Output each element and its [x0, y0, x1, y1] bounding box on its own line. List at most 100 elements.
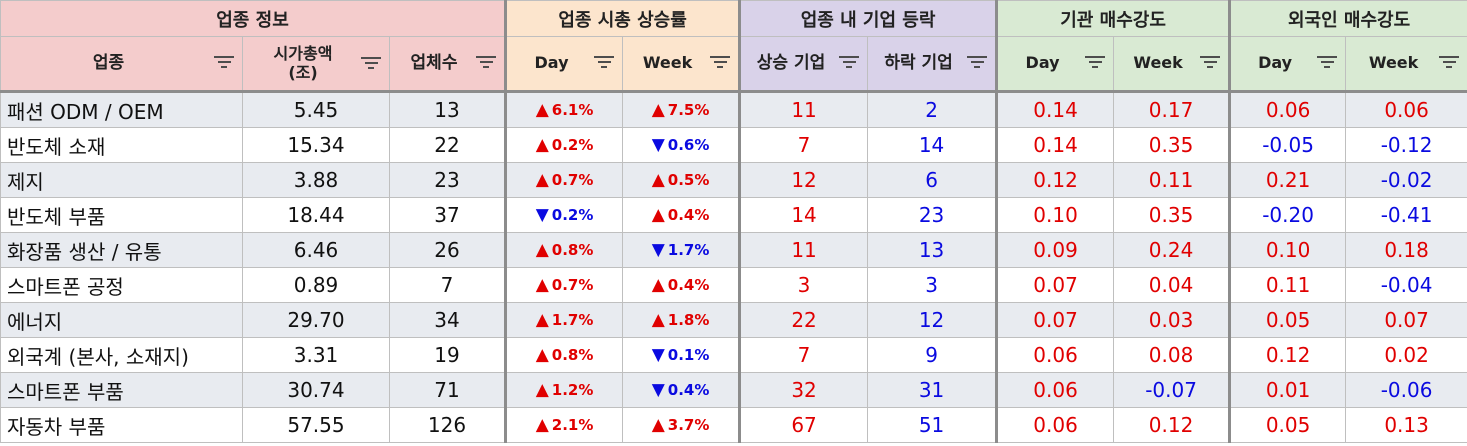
company-count-cell[interactable]: 34: [388, 302, 508, 338]
sector-name-cell[interactable]: 자동차 부품: [0, 407, 243, 443]
table-row[interactable]: 스마트폰 부품 30.74 71 ▲ 1.2% ▼ 0.4% 32 31 0.06 -0.07 0.0…: [0, 372, 1467, 408]
market-cap-cell[interactable]: 5.45: [242, 91, 390, 128]
foreign-day-cell[interactable]: 0.11: [1229, 267, 1347, 303]
table-row[interactable]: 에너지 29.70 34 ▲ 1.7% ▲ 1.8% 22 12 0.07 0.03 0.05 0.07: [0, 302, 1467, 338]
inst-week-cell[interactable]: 0.12: [1113, 407, 1232, 443]
filter-icon[interactable]: [839, 56, 860, 70]
market-cap-cell[interactable]: 3.88: [242, 162, 390, 198]
company-count-cell[interactable]: 22: [388, 127, 508, 163]
table-row[interactable]: 제지 3.88 23 ▲ 0.7% ▲ 0.5% 12 6 0.12 0.11 0.21 -0.02: [0, 162, 1467, 198]
sector-name-cell[interactable]: 반도체 소재: [0, 127, 243, 163]
company-count-cell[interactable]: 13: [388, 91, 508, 128]
cap-change-day-cell[interactable]: ▲ 1.7%: [505, 302, 624, 338]
foreign-week-cell[interactable]: -0.12: [1345, 127, 1467, 163]
filter-icon[interactable]: [594, 56, 615, 70]
inst-week-cell[interactable]: -0.07: [1113, 372, 1232, 408]
company-count-cell[interactable]: 126: [388, 407, 508, 443]
foreign-day-cell[interactable]: 0.10: [1229, 232, 1347, 268]
falling-count-cell[interactable]: 23: [867, 197, 999, 233]
foreign-week-cell[interactable]: 0.07: [1345, 302, 1467, 338]
market-cap-cell[interactable]: 6.46: [242, 232, 390, 268]
sector-name-cell[interactable]: 제지: [0, 162, 243, 198]
inst-day-cell[interactable]: 0.06: [996, 407, 1115, 443]
inst-week-cell[interactable]: 0.35: [1113, 197, 1232, 233]
cap-change-week-cell[interactable]: ▲ 0.4%: [622, 197, 742, 233]
foreign-day-cell[interactable]: 0.05: [1229, 407, 1347, 443]
cap-change-day-cell[interactable]: ▲ 2.1%: [505, 407, 624, 443]
foreign-day-cell[interactable]: 0.21: [1229, 162, 1347, 198]
market-cap-cell[interactable]: 29.70: [242, 302, 390, 338]
rising-count-cell[interactable]: 11: [739, 91, 869, 128]
foreign-week-cell[interactable]: -0.06: [1345, 372, 1467, 408]
inst-day-cell[interactable]: 0.07: [996, 302, 1115, 338]
filter-icon[interactable]: [1439, 56, 1460, 70]
market-cap-cell[interactable]: 15.34: [242, 127, 390, 163]
falling-count-cell[interactable]: 51: [867, 407, 999, 443]
cap-change-week-cell[interactable]: ▲ 0.4%: [622, 267, 742, 303]
inst-day-cell[interactable]: 0.14: [996, 127, 1115, 163]
company-count-cell[interactable]: 26: [388, 232, 508, 268]
inst-day-cell[interactable]: 0.10: [996, 197, 1115, 233]
falling-count-cell[interactable]: 14: [867, 127, 999, 163]
falling-count-cell[interactable]: 3: [867, 267, 999, 303]
falling-count-cell[interactable]: 2: [867, 91, 999, 128]
cap-change-day-cell[interactable]: ▲ 0.7%: [505, 162, 624, 198]
cap-change-day-cell[interactable]: ▼ 0.2%: [505, 197, 624, 233]
cap-change-week-cell[interactable]: ▲ 1.8%: [622, 302, 742, 338]
filter-icon[interactable]: [214, 56, 234, 70]
falling-count-cell[interactable]: 31: [867, 372, 999, 408]
foreign-week-cell[interactable]: -0.02: [1345, 162, 1467, 198]
filter-icon[interactable]: [967, 56, 988, 70]
inst-week-cell[interactable]: 0.08: [1113, 337, 1232, 373]
market-cap-cell[interactable]: 3.31: [242, 337, 390, 373]
foreign-day-cell[interactable]: -0.05: [1229, 127, 1347, 163]
filter-icon[interactable]: [710, 56, 731, 70]
rising-count-cell[interactable]: 14: [739, 197, 869, 233]
company-count-cell[interactable]: 19: [388, 337, 508, 373]
foreign-day-cell[interactable]: -0.20: [1229, 197, 1347, 233]
sector-name-cell[interactable]: 패션 ODM / OEM: [0, 91, 243, 128]
falling-count-cell[interactable]: 6: [867, 162, 999, 198]
company-count-cell[interactable]: 23: [388, 162, 508, 198]
table-row[interactable]: 패션 ODM / OEM 5.45 13 ▲ 6.1% ▲ 7.5% 11 2 0.14 0.17 0…: [0, 91, 1467, 128]
rising-count-cell[interactable]: 12: [739, 162, 869, 198]
rising-count-cell[interactable]: 3: [739, 267, 869, 303]
foreign-week-cell[interactable]: -0.41: [1345, 197, 1467, 233]
cap-change-day-cell[interactable]: ▲ 1.2%: [505, 372, 624, 408]
sector-name-cell[interactable]: 스마트폰 공정: [0, 267, 243, 303]
inst-week-cell[interactable]: 0.35: [1113, 127, 1232, 163]
inst-day-cell[interactable]: 0.07: [996, 267, 1115, 303]
inst-week-cell[interactable]: 0.03: [1113, 302, 1232, 338]
table-row[interactable]: 외국계 (본사, 소재지) 3.31 19 ▲ 0.8% ▼ 0.1% 7 9 0.06 0.08 0…: [0, 337, 1467, 373]
table-row[interactable]: 스마트폰 공정 0.89 7 ▲ 0.7% ▲ 0.4% 3 3 0.07 0.04 0.11 -0.0…: [0, 267, 1467, 303]
market-cap-cell[interactable]: 18.44: [242, 197, 390, 233]
inst-day-cell[interactable]: 0.14: [996, 91, 1115, 128]
foreign-week-cell[interactable]: 0.13: [1345, 407, 1467, 443]
cap-change-week-cell[interactable]: ▼ 0.4%: [622, 372, 742, 408]
market-cap-cell[interactable]: 30.74: [242, 372, 390, 408]
filter-icon[interactable]: [361, 56, 381, 71]
rising-count-cell[interactable]: 7: [739, 127, 869, 163]
foreign-day-cell[interactable]: 0.05: [1229, 302, 1347, 338]
foreign-day-cell[interactable]: 0.06: [1229, 91, 1347, 128]
cap-change-day-cell[interactable]: ▲ 0.7%: [505, 267, 624, 303]
cap-change-day-cell[interactable]: ▲ 0.8%: [505, 337, 624, 373]
filter-icon[interactable]: [476, 56, 497, 70]
inst-day-cell[interactable]: 0.06: [996, 372, 1115, 408]
inst-week-cell[interactable]: 0.04: [1113, 267, 1232, 303]
rising-count-cell[interactable]: 22: [739, 302, 869, 338]
filter-icon[interactable]: [1200, 56, 1221, 70]
cap-change-day-cell[interactable]: ▲ 0.2%: [505, 127, 624, 163]
cap-change-day-cell[interactable]: ▲ 6.1%: [505, 91, 624, 128]
inst-week-cell[interactable]: 0.11: [1113, 162, 1232, 198]
filter-icon[interactable]: [1085, 56, 1106, 70]
table-row[interactable]: 화장품 생산 / 유통 6.46 26 ▲ 0.8% ▼ 1.7% 11 13 0.09 0.24 0…: [0, 232, 1467, 268]
company-count-cell[interactable]: 71: [388, 372, 508, 408]
foreign-day-cell[interactable]: 0.12: [1229, 337, 1347, 373]
inst-week-cell[interactable]: 0.17: [1113, 91, 1232, 128]
falling-count-cell[interactable]: 12: [867, 302, 999, 338]
cap-change-week-cell[interactable]: ▲ 7.5%: [622, 91, 742, 128]
cap-change-week-cell[interactable]: ▼ 0.6%: [622, 127, 742, 163]
sector-name-cell[interactable]: 반도체 부품: [0, 197, 243, 233]
cap-change-week-cell[interactable]: ▼ 1.7%: [622, 232, 742, 268]
